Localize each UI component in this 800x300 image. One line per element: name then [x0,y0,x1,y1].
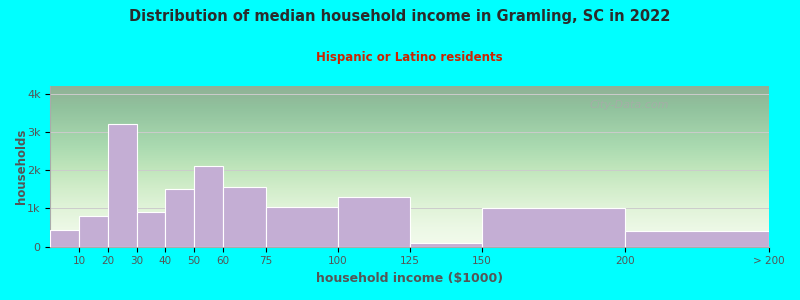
Text: Distribution of median household income in Gramling, SC in 2022: Distribution of median household income … [130,9,670,24]
Bar [410,243,482,247]
Bar [108,124,137,247]
Bar [166,189,194,247]
Bar [50,230,79,247]
Bar [137,212,166,247]
Bar [338,197,410,247]
Bar [79,216,108,247]
Bar [626,231,769,247]
Y-axis label: households: households [15,129,28,204]
Title: Hispanic or Latino residents: Hispanic or Latino residents [317,51,503,64]
Bar [482,208,626,247]
X-axis label: household income ($1000): household income ($1000) [316,272,503,285]
Text: City-Data.com: City-Data.com [590,100,669,110]
Bar [223,188,266,247]
Bar [266,206,338,247]
Bar [194,167,223,247]
